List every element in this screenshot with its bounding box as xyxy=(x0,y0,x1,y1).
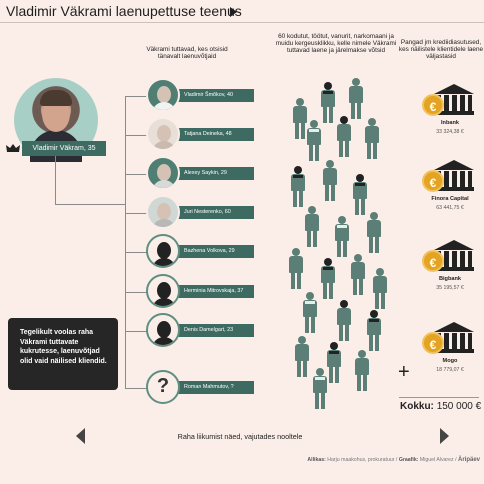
person-figure-icon xyxy=(366,212,382,254)
person-name: Herminia Mitrovskaja, 37 xyxy=(170,285,254,298)
next-arrow-button[interactable] xyxy=(440,428,449,444)
euro-coin-icon: € xyxy=(422,94,444,116)
woman-icon xyxy=(146,234,180,268)
connector-main-horizontal xyxy=(55,204,125,205)
person-name: Alexey Saykin, 29 xyxy=(170,167,254,180)
total-value: 150 000 € xyxy=(436,401,482,412)
question-icon: ? xyxy=(146,370,180,404)
person-photo xyxy=(146,156,180,190)
person-figure-icon xyxy=(354,350,370,392)
bank-building-icon xyxy=(434,322,474,332)
total-sum: Kokku: 150 000 € xyxy=(400,401,481,412)
title-play-icon[interactable] xyxy=(230,7,237,17)
crowd-illustration xyxy=(286,78,390,410)
prev-arrow-button[interactable] xyxy=(76,428,85,444)
source-label: Allikas: xyxy=(307,457,326,463)
note-box: Tegelikult voolas raha Väkrami tuttavate… xyxy=(8,318,118,390)
connector-branch-6 xyxy=(125,292,149,293)
bank-amount: 35 195,57 € xyxy=(436,285,464,291)
page-title: Vladimir Väkrami laenupettuse teenus xyxy=(6,3,242,19)
footer-credits: Allikas: Harju maakohus, prokuratuur / G… xyxy=(200,457,480,463)
connector-branch-5 xyxy=(125,252,149,253)
person-figure-icon xyxy=(372,268,388,310)
person-photo xyxy=(146,117,180,151)
bank-name: Mogo xyxy=(442,358,458,364)
person-figure-icon xyxy=(336,300,352,342)
euro-coin-icon: € xyxy=(422,332,444,354)
person-figure-icon xyxy=(304,206,320,248)
man-icon xyxy=(146,313,180,347)
bank-name: Finora Capital xyxy=(431,196,469,202)
person-figure-icon xyxy=(320,258,336,300)
graphic-label: Graafik: xyxy=(398,457,419,463)
euro-coin-icon: € xyxy=(422,250,444,272)
crown-icon xyxy=(6,144,20,152)
bank-building-icon xyxy=(434,240,474,250)
source-text: Harju maakohus, prokuratuur xyxy=(327,457,395,463)
person-figure-icon xyxy=(288,248,304,290)
person-figure-icon xyxy=(364,118,380,160)
nav-hint: Raha liikumist näed, vajutades nooltele xyxy=(177,432,303,441)
person-figure-icon xyxy=(348,78,364,120)
connector-branch-2 xyxy=(125,135,149,136)
connector-trunk xyxy=(125,96,126,388)
person-photo xyxy=(146,195,180,229)
person-figure-icon xyxy=(366,310,382,352)
person-figure-icon xyxy=(292,98,308,140)
bank-amount: 33 324,38 € xyxy=(436,129,464,135)
person-name: Roman Mahmutov, ? xyxy=(170,381,254,394)
woman-icon xyxy=(146,274,180,308)
plus-icon: + xyxy=(398,361,410,383)
person-figure-icon xyxy=(306,120,322,162)
header-crowd: 60 kodutut, töötut, vanurit, narkomaani … xyxy=(275,33,397,55)
person-figure-icon xyxy=(320,82,336,124)
person-figure-icon xyxy=(334,216,350,258)
connector-branch-1 xyxy=(125,96,149,97)
person-figure-icon xyxy=(294,336,310,378)
bank-name: Bigbank xyxy=(438,276,462,282)
bank-building-icon xyxy=(434,160,474,170)
footer-separator: / xyxy=(455,457,457,463)
person-figure-icon xyxy=(352,174,368,216)
brand-logo[interactable]: Äripäev xyxy=(457,457,480,463)
person-figure-icon xyxy=(322,160,338,202)
total-label: Kokku: xyxy=(400,401,434,412)
connector-main-vertical xyxy=(55,156,56,204)
total-divider xyxy=(399,397,479,398)
header-acquaintances: Väkrami tuttavad, kes otsisid tänavalt l… xyxy=(146,46,228,61)
person-name: Juri Nesterenko, 60 xyxy=(170,206,254,219)
header-banks: Pangad jm krediidiasutused, kes näiliste… xyxy=(398,39,484,61)
bank-name: Inbank xyxy=(440,120,460,126)
graphic-author: Miguel Alvarez xyxy=(419,457,454,463)
title-divider xyxy=(0,22,484,23)
person-photo xyxy=(146,78,180,112)
euro-coin-icon: € xyxy=(422,170,444,192)
bank-amount: 18 779,07 € xyxy=(436,367,464,373)
person-name: Denis Damelgart, 23 xyxy=(170,324,254,337)
person-figure-icon xyxy=(336,116,352,158)
person-figure-icon xyxy=(326,342,342,384)
connector-branch-4 xyxy=(125,213,149,214)
person-figure-icon xyxy=(312,368,328,410)
person-figure-icon xyxy=(302,292,318,334)
footer-separator: / xyxy=(395,457,398,463)
bank-amount: 63 441,75 € xyxy=(436,205,464,211)
person-figure-icon xyxy=(350,254,366,296)
connector-branch-3 xyxy=(125,174,149,175)
connector-branch-8 xyxy=(125,388,149,389)
person-name: Bazhena Volkova, 29 xyxy=(170,245,254,258)
person-name: Vladimir Šmõkov, 40 xyxy=(170,89,254,102)
person-name: Tatjana Deineka, 48 xyxy=(170,128,254,141)
connector-branch-7 xyxy=(125,331,149,332)
main-person-label[interactable]: Vladimir Väkram, 35 xyxy=(22,141,106,156)
person-figure-icon xyxy=(290,166,306,208)
bank-building-icon xyxy=(434,84,474,94)
